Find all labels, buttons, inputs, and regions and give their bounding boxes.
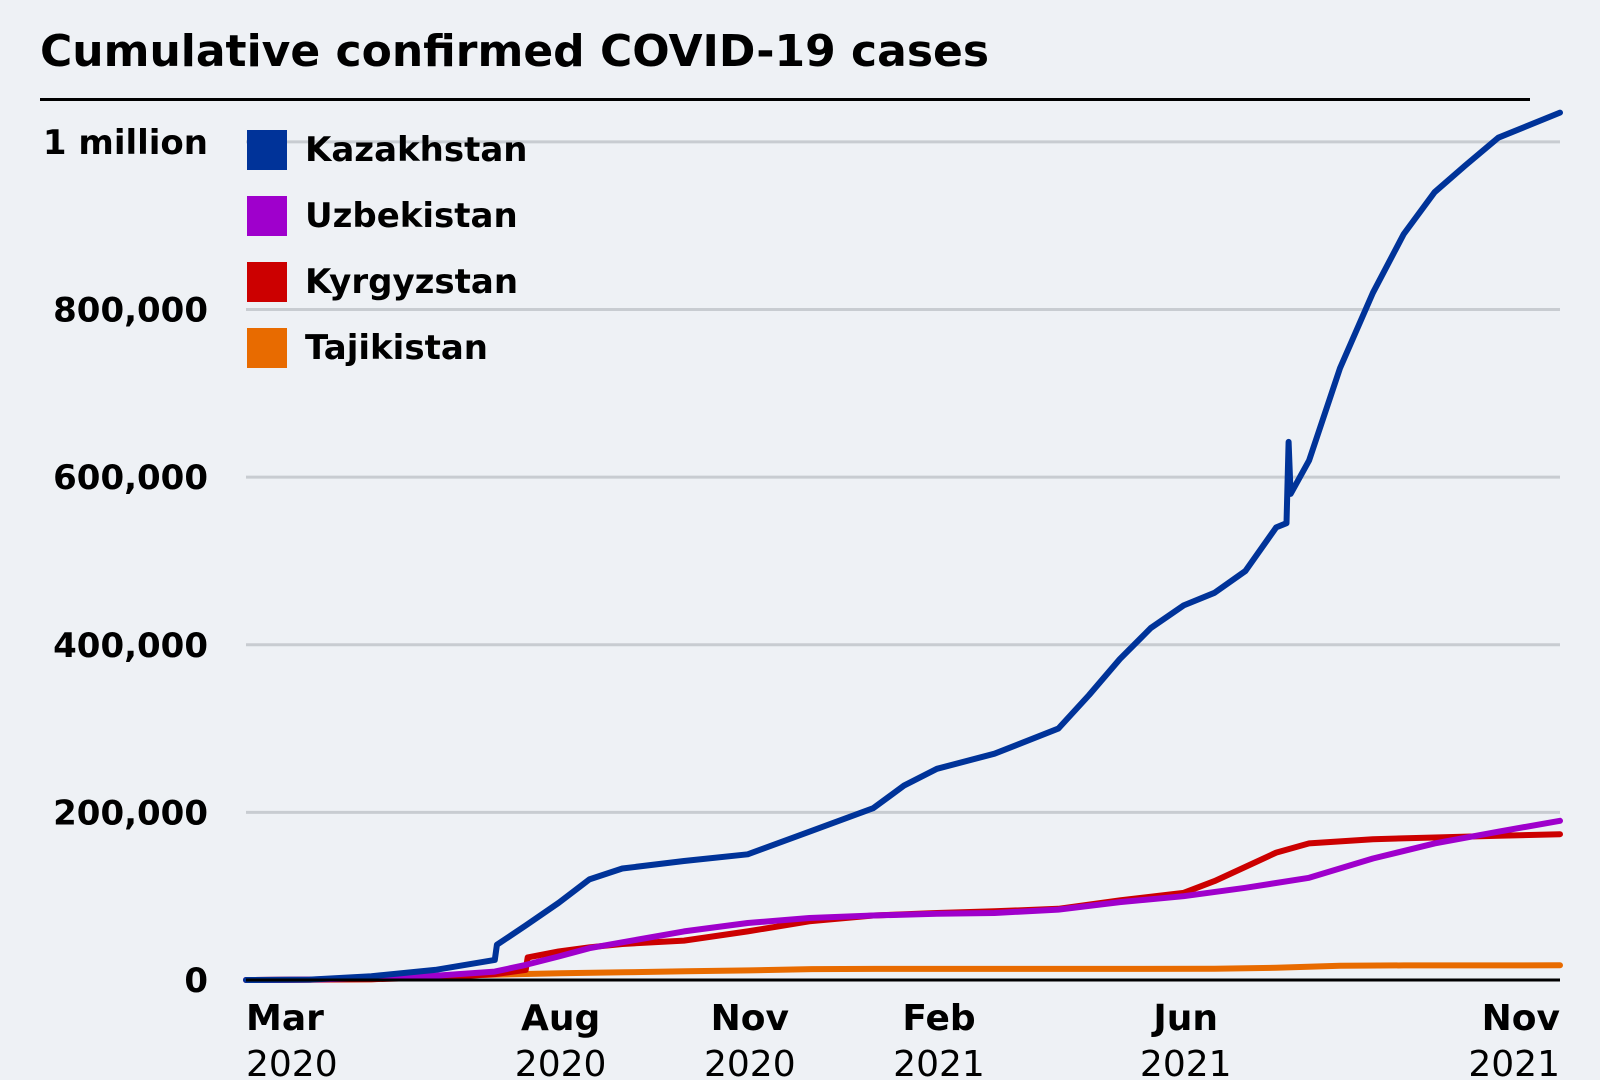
x-tick-month-1: Aug <box>521 998 600 1039</box>
x-tick-month-4: Jun <box>1150 998 1218 1039</box>
legend-item-kazakhstan: Kazakhstan <box>247 130 527 170</box>
grid-lines <box>246 140 1560 814</box>
legend-label: Kazakhstan <box>305 130 528 170</box>
series-lines <box>243 109 1563 983</box>
x-tick-month-3: Feb <box>902 998 975 1039</box>
y-tick-label-4: 800,000 <box>53 291 208 331</box>
series-line-kazakhstan <box>243 109 1563 983</box>
legend-swatch <box>247 130 287 170</box>
x-tick-year-3: 2021 <box>893 1044 985 1080</box>
x-tick-year-1: 2020 <box>515 1044 607 1080</box>
y-tick-label-2: 400,000 <box>53 626 208 666</box>
y-tick-label-3: 600,000 <box>53 458 208 498</box>
x-tick-year-4: 2021 <box>1140 1044 1232 1080</box>
legend-label: Tajikistan <box>305 328 488 368</box>
chart-title: Cumulative confirmed COVID-19 cases <box>40 26 990 77</box>
x-tick-year-5: 2021 <box>1468 1044 1560 1080</box>
y-tick-label-1: 200,000 <box>53 793 208 833</box>
y-tick-label-5: 1 million <box>43 123 208 163</box>
legend-label: Kyrgyzstan <box>305 262 519 302</box>
title-divider <box>40 98 1530 101</box>
legend-swatch <box>247 196 287 236</box>
x-tick-year-2: 2020 <box>704 1044 796 1080</box>
x-tick-month-5: Nov <box>1482 998 1560 1039</box>
x-tick-month-2: Nov <box>711 998 789 1039</box>
x-tick-month-0: Mar <box>246 998 324 1039</box>
x-axis-tick-labels: Mar 2020 Aug 2020 Nov 2020 Feb 2021 Jun 2021 Nov 20… <box>246 998 1560 1080</box>
legend-item-kyrgyzstan: Kyrgyzstan <box>247 262 518 302</box>
legend-item-uzbekistan: Uzbekistan <box>247 196 518 236</box>
y-axis-tick-labels: 0 200,000 400,000 600,000 800,000 1 million <box>43 123 208 1001</box>
series-line-uzbekistan <box>243 817 1563 983</box>
legend-label: Uzbekistan <box>305 196 518 236</box>
legend-swatch <box>247 328 287 368</box>
legend-swatch <box>247 262 287 302</box>
x-tick-year-0: 2020 <box>246 1044 338 1080</box>
series-line-kyrgyzstan <box>243 831 1563 983</box>
legend-item-tajikistan: Tajikistan <box>247 328 488 368</box>
y-tick-label-0: 0 <box>184 961 208 1001</box>
